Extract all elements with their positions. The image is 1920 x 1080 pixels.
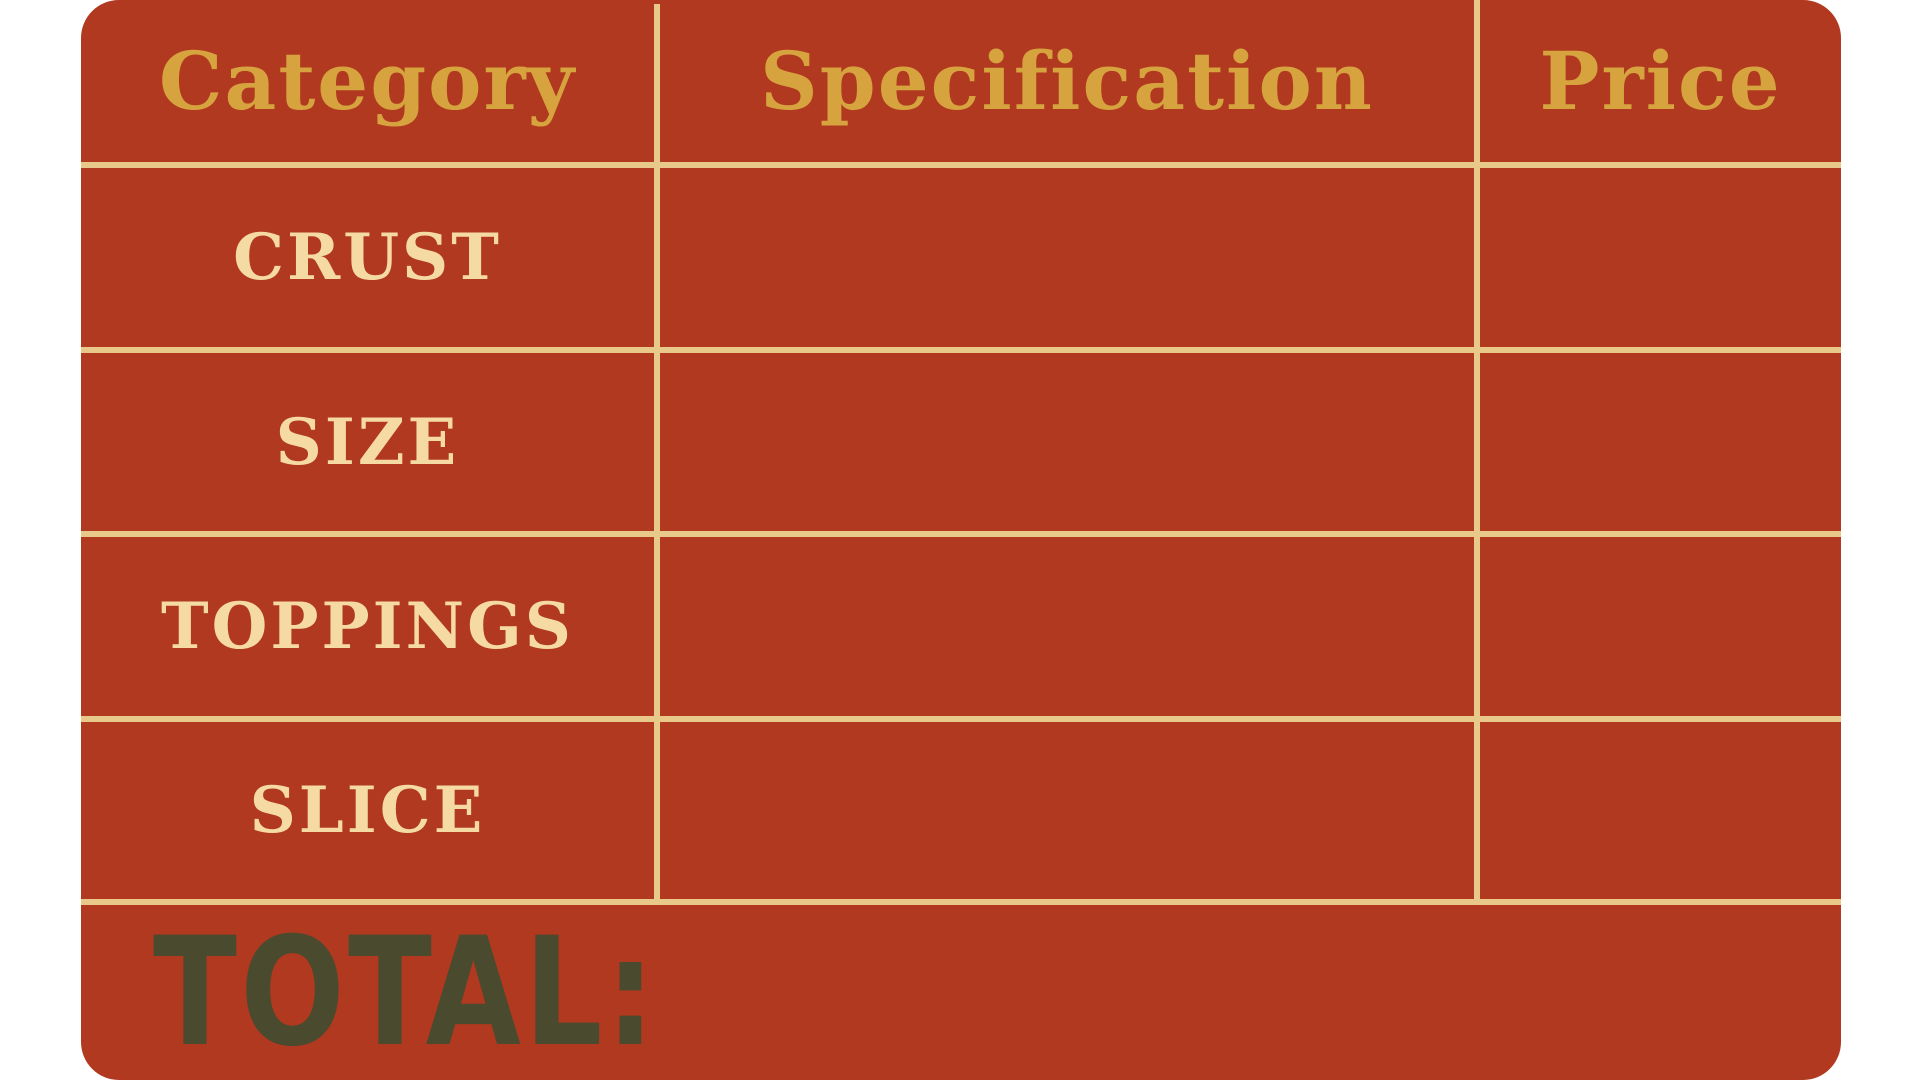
grid-line-horizontal-5	[81, 899, 1841, 905]
category-slice: SLICE	[249, 773, 486, 848]
grid-line-horizontal-4	[81, 716, 1841, 722]
grid-line-horizontal-3	[81, 531, 1841, 537]
specification-toppings-cell[interactable]	[660, 537, 1474, 716]
header-category: Category	[158, 34, 577, 128]
price-toppings-cell[interactable]	[1480, 537, 1841, 716]
order-form-board: Category Specification Price CRUST SIZE …	[81, 0, 1841, 1080]
specification-crust-cell[interactable]	[660, 168, 1474, 347]
category-toppings: TOPPINGS	[161, 589, 574, 664]
grid-line-vertical-1	[654, 4, 660, 899]
specification-slice-cell[interactable]	[660, 722, 1474, 899]
header-specification: Specification	[760, 34, 1374, 128]
price-crust-cell[interactable]	[1480, 168, 1841, 347]
grid-line-vertical-2	[1474, 0, 1480, 899]
grid-line-horizontal-1	[81, 162, 1841, 168]
category-size: SIZE	[275, 404, 460, 480]
category-crust: CRUST	[233, 220, 502, 295]
price-size-cell[interactable]	[1480, 353, 1841, 531]
grid-line-horizontal-2	[81, 347, 1841, 353]
total-label: TOTAL:	[153, 906, 659, 1080]
header-price: Price	[1539, 34, 1782, 128]
specification-size-cell[interactable]	[660, 353, 1474, 531]
price-slice-cell[interactable]	[1480, 722, 1841, 899]
